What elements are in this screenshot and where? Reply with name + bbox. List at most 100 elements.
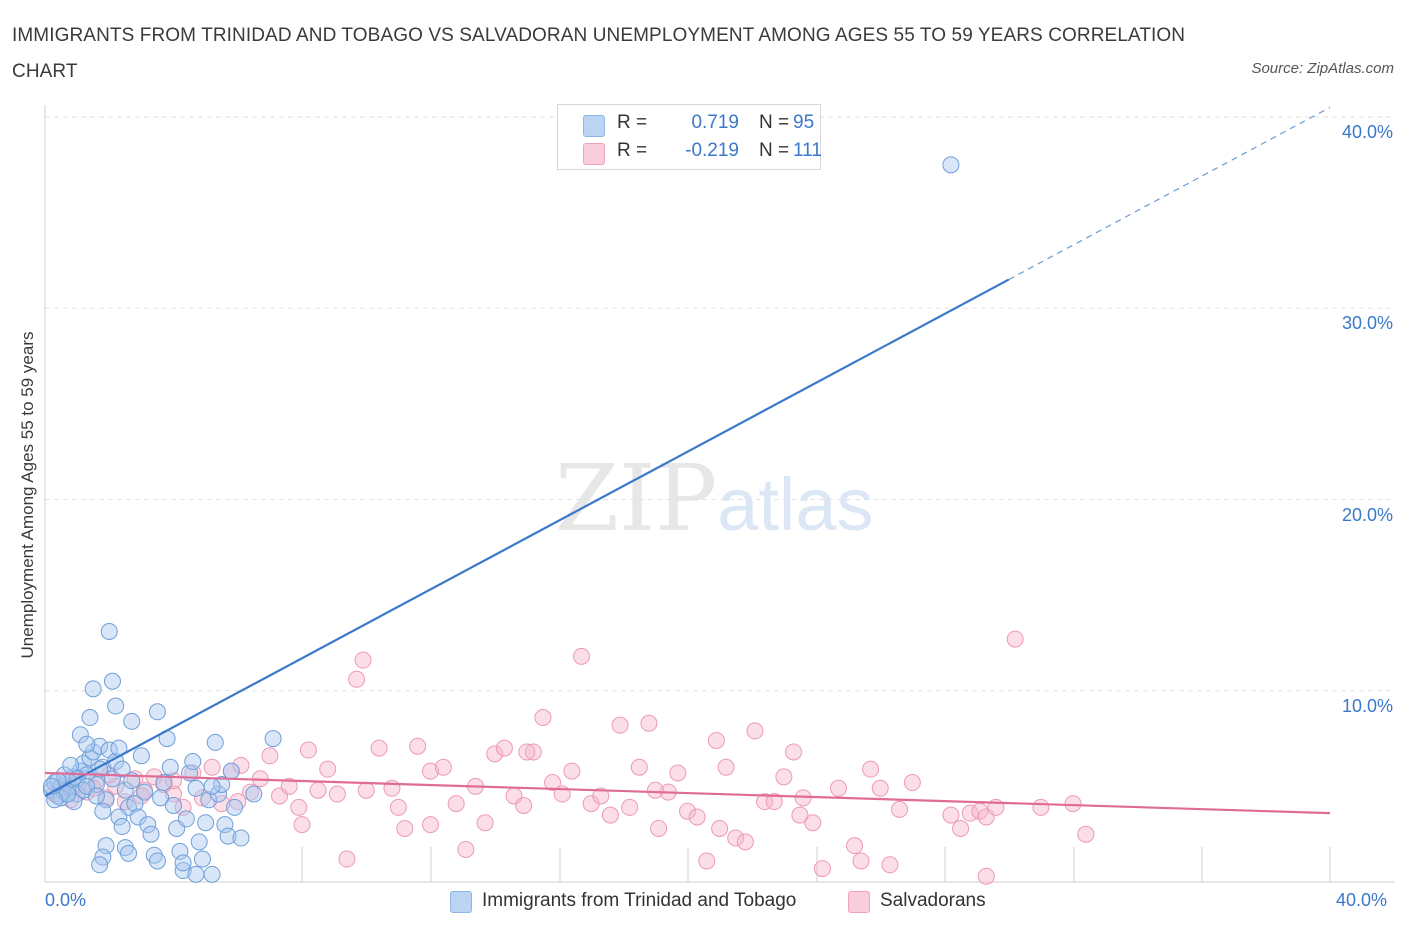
trinidad-trend-line: [44, 278, 1010, 797]
trinidad-point: [264, 730, 282, 748]
legend-swatch-pink: [583, 143, 605, 165]
salvadorans-point: [1064, 795, 1082, 813]
salvadorans-point: [348, 670, 366, 688]
salvadorans-point: [601, 806, 619, 824]
trinidad-point: [187, 779, 205, 797]
legend-swatch-blue: [583, 115, 605, 137]
salvadorans-point: [621, 798, 639, 816]
salvadorans-point: [203, 758, 221, 776]
salvadorans-point: [785, 743, 803, 761]
salvadorans-point: [977, 867, 995, 885]
salvadorans-point: [650, 819, 668, 837]
salvadorans-point: [1077, 825, 1095, 843]
salvadorans-point: [495, 739, 513, 757]
salvadorans-point: [711, 819, 729, 837]
trinidad-point: [113, 818, 131, 836]
salvadorans-point: [746, 722, 764, 740]
legend-swatch-blue: [450, 891, 472, 913]
legend-r-value: 0.719: [691, 112, 739, 133]
salvadorans-point: [434, 758, 452, 776]
trinidad-point: [148, 852, 166, 870]
trinidad-point: [113, 760, 131, 778]
trinidad-point: [120, 844, 138, 862]
salvadorans-point: [903, 774, 921, 792]
trinidad-points: [42, 156, 960, 883]
trinidad-point: [91, 856, 109, 874]
salvadorans-point: [396, 819, 414, 837]
trinidad-point: [184, 753, 202, 771]
trinidad-point: [190, 833, 208, 851]
salvadorans-point: [765, 793, 783, 811]
trinidad-point: [100, 622, 118, 640]
trinidad-point: [226, 798, 244, 816]
salvadorans-point: [290, 798, 308, 816]
trinidad-point: [187, 865, 205, 883]
x-tick-label-max: 40.0%: [1336, 890, 1388, 910]
salvadorans-point: [756, 793, 774, 811]
salvadorans-point: [813, 860, 831, 878]
salvadorans-point: [640, 714, 658, 732]
salvadorans-point: [871, 779, 889, 797]
trinidad-point: [177, 810, 195, 828]
salvadorans-point: [534, 709, 552, 727]
salvadorans-point: [736, 833, 754, 851]
trend-lines: [44, 106, 1331, 815]
trinidad-point: [232, 829, 250, 847]
trinidad-point: [142, 825, 160, 843]
correlation-legend: R = 0.719 N = 95 R = -0.219 N = 111: [557, 104, 822, 170]
trinidad-point: [193, 850, 211, 868]
salvadorans-point: [891, 800, 909, 818]
salvadorans-point: [319, 760, 337, 778]
salvadorans-point: [422, 816, 439, 834]
trinidad-point: [107, 697, 125, 715]
salvadorans-point: [261, 747, 279, 765]
salvadorans-point: [299, 741, 317, 759]
salvadorans-point: [370, 739, 388, 757]
salvadorans-point: [707, 731, 725, 749]
salvadorans-point: [630, 758, 648, 776]
salvadorans-point: [698, 852, 716, 870]
salvadorans-point: [881, 856, 899, 874]
trinidad-point: [161, 758, 179, 776]
salvadorans-trend-line: [44, 771, 1331, 815]
y-tick-label: 40.0%: [1341, 122, 1393, 142]
trinidad-point: [94, 802, 112, 820]
salvadorans-point: [804, 814, 822, 832]
trinidad-point: [71, 726, 89, 744]
salvadorans-point: [354, 651, 372, 669]
trinidad-point: [200, 791, 218, 809]
salvadorans-point: [862, 760, 880, 778]
salvadorans-point: [846, 837, 864, 855]
salvadorans-point: [232, 756, 250, 774]
y-tick-label: 30.0%: [1341, 313, 1393, 334]
salvadorans-point: [309, 781, 327, 799]
salvadorans-point: [457, 840, 475, 858]
trinidad-point: [136, 783, 154, 801]
legend-swatch-pink: [848, 891, 870, 913]
trinidad-point: [81, 709, 99, 727]
trinidad-point: [155, 774, 173, 792]
salvadorans-point: [409, 737, 427, 755]
salvadorans-point: [572, 647, 590, 665]
legend-label: Salvadorans: [880, 890, 986, 911]
salvadorans-point: [389, 798, 407, 816]
trinidad-point: [116, 839, 134, 857]
salvadorans-point: [338, 850, 356, 868]
trinidad-point: [206, 733, 224, 751]
trinidad-point: [81, 749, 99, 767]
legend-r-label: R =: [617, 140, 648, 161]
salvadorans-point: [669, 764, 687, 782]
salvadorans-point: [563, 762, 581, 780]
legend-n-label: N =: [759, 140, 790, 161]
salvadorans-point: [592, 787, 610, 805]
trinidad-point: [197, 814, 215, 832]
trinidad-point: [245, 785, 263, 803]
trinidad-point: [123, 712, 141, 730]
salvadorans-point: [242, 783, 260, 801]
salvadorans-point: [422, 762, 439, 780]
salvadorans-point: [293, 816, 311, 834]
trinidad-point: [78, 735, 96, 753]
legend-label: Immigrants from Trinidad and Tobago: [482, 890, 797, 911]
trinidad-point: [942, 156, 960, 174]
